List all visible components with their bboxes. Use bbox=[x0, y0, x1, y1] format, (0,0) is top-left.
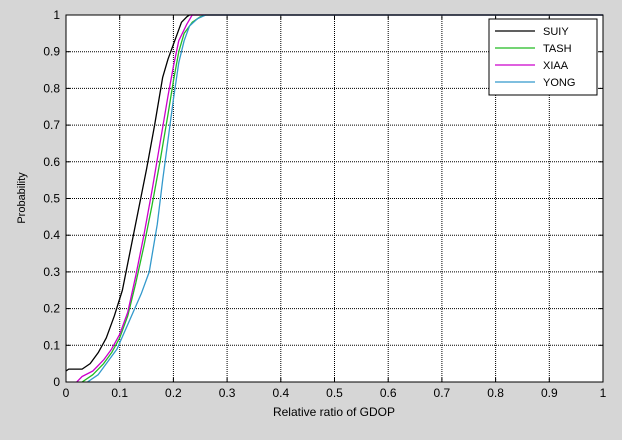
x-tick-label: 0.2 bbox=[165, 386, 182, 400]
y-axis-label: Probability bbox=[16, 172, 28, 224]
x-tick-label: 0.9 bbox=[541, 386, 558, 400]
y-tick-label: 1 bbox=[53, 8, 60, 22]
x-tick-label: 0.7 bbox=[434, 386, 451, 400]
y-tick-label: 0.7 bbox=[43, 118, 60, 132]
grid-lines bbox=[66, 15, 603, 382]
x-tick-label: 0 bbox=[63, 386, 70, 400]
series-line-tash bbox=[81, 14, 603, 383]
plot-frame bbox=[65, 14, 604, 383]
series-line-suiy bbox=[65, 14, 603, 372]
legend: SUIY TASH XIAA YONG bbox=[488, 18, 598, 96]
legend-label-suiy: SUIY bbox=[543, 26, 569, 38]
y-tick-label: 0.1 bbox=[43, 338, 60, 352]
y-tick-label: 0.6 bbox=[43, 155, 60, 169]
y-tick-label: 0.8 bbox=[43, 81, 60, 95]
y-tick-label: 0.4 bbox=[43, 228, 60, 242]
y-tick-label: 0.5 bbox=[43, 192, 60, 206]
series-line-yong bbox=[87, 14, 603, 383]
x-tick-label: 0.1 bbox=[111, 386, 128, 400]
y-tick-label: 0.2 bbox=[43, 302, 60, 316]
y-tick-labels: 0 0.1 0.2 0.3 0.4 0.5 0.6 0.7 0.8 0.9 1 bbox=[43, 8, 60, 389]
x-tick-label: 0.3 bbox=[219, 386, 236, 400]
x-tick-label: 0.8 bbox=[487, 386, 504, 400]
x-tick-label: 0.6 bbox=[380, 386, 397, 400]
legend-label-tash: TASH bbox=[543, 43, 572, 55]
series-lines bbox=[65, 14, 603, 383]
y-tick-label: 0 bbox=[53, 375, 60, 389]
x-tick-label: 0.4 bbox=[272, 386, 289, 400]
x-tick-labels: 0 0.1 0.2 0.3 0.4 0.5 0.6 0.7 0.8 0.9 1 bbox=[63, 386, 607, 400]
x-tick-label: 0.5 bbox=[326, 386, 343, 400]
legend-label-xiaa: XIAA bbox=[543, 60, 569, 72]
y-tick-label: 0.3 bbox=[43, 265, 60, 279]
series-line-xiaa bbox=[76, 14, 603, 383]
x-axis-label: Relative ratio of GDOP bbox=[273, 405, 395, 419]
legend-label-yong: YONG bbox=[543, 77, 575, 89]
y-tick-label: 0.9 bbox=[43, 45, 60, 59]
x-tick-label: 1 bbox=[600, 386, 607, 400]
